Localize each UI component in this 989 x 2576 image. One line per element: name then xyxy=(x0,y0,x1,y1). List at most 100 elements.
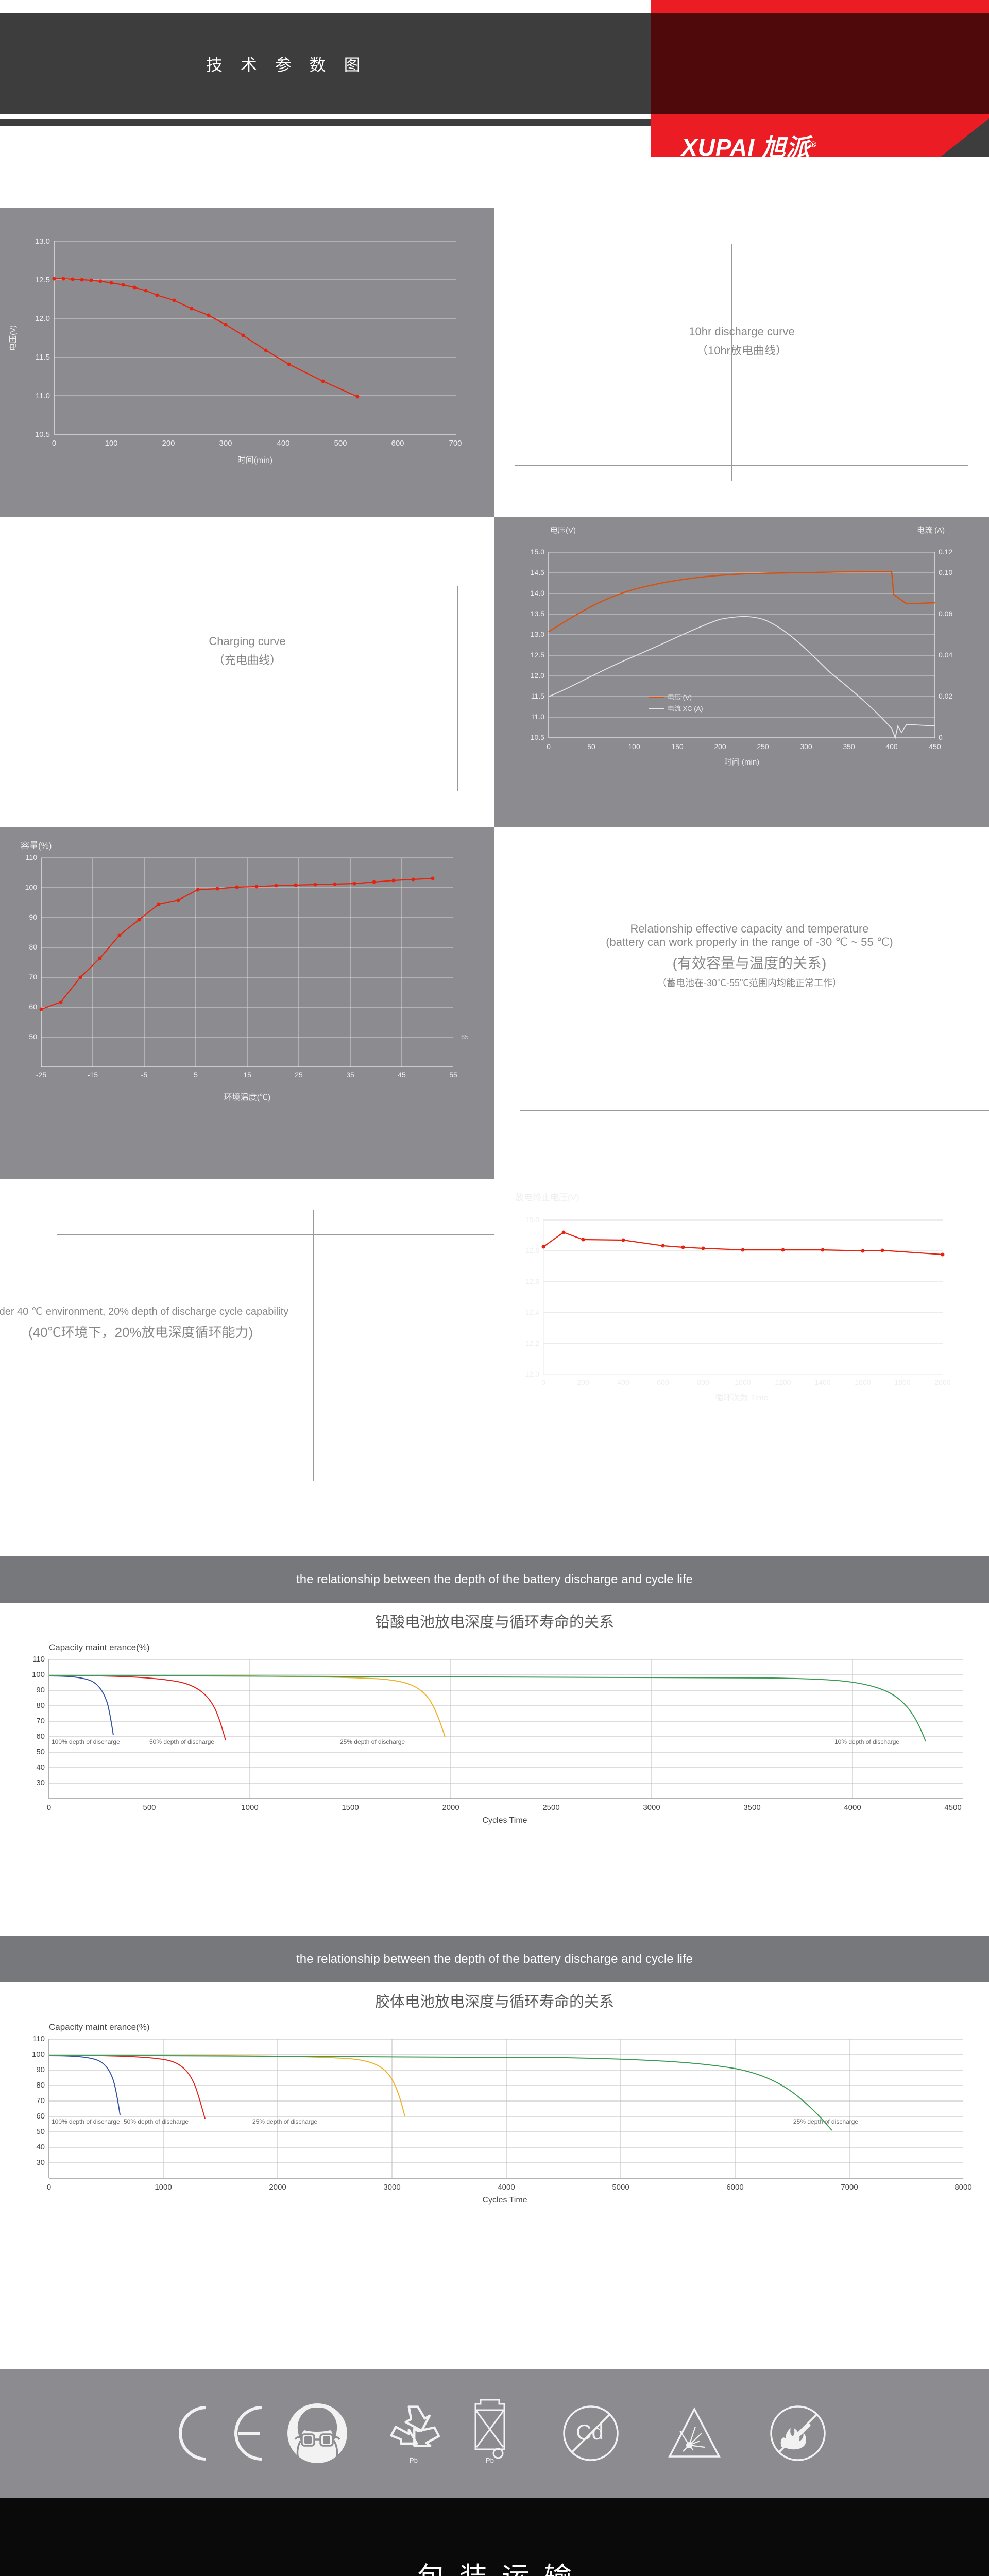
svg-text:60: 60 xyxy=(36,1732,45,1741)
svg-text:250: 250 xyxy=(757,742,769,751)
svg-text:12.0: 12.0 xyxy=(35,314,50,323)
svg-text:14.0: 14.0 xyxy=(531,589,544,597)
svg-text:电流 (A): 电流 (A) xyxy=(917,526,945,535)
svg-text:Cycles Time: Cycles Time xyxy=(482,2196,527,2205)
svg-text:4500: 4500 xyxy=(944,1803,961,1812)
svg-text:15.0: 15.0 xyxy=(525,1215,539,1224)
svg-text:0: 0 xyxy=(547,742,551,751)
svg-text:电压 (V): 电压 (V) xyxy=(668,693,692,701)
svg-text:1000: 1000 xyxy=(735,1378,751,1386)
svg-text:11.0: 11.0 xyxy=(36,392,50,400)
svg-text:14.5: 14.5 xyxy=(531,568,544,577)
svg-text:5: 5 xyxy=(194,1071,198,1079)
svg-text:100% depth of discharge: 100% depth of discharge xyxy=(52,2118,120,2125)
svg-text:1000: 1000 xyxy=(241,1803,258,1812)
svg-text:1200: 1200 xyxy=(775,1378,791,1386)
svg-text:0: 0 xyxy=(939,733,943,741)
svg-text:11.0: 11.0 xyxy=(531,713,544,721)
svg-text:100: 100 xyxy=(32,1670,45,1679)
svg-text:80: 80 xyxy=(29,943,37,951)
svg-text:110: 110 xyxy=(32,1655,45,1664)
svg-text:70: 70 xyxy=(36,2096,45,2105)
svg-text:-15: -15 xyxy=(88,1071,98,1079)
svg-text:25% depth of discharge: 25% depth of discharge xyxy=(340,1738,405,1745)
svg-text:4000: 4000 xyxy=(844,1803,861,1812)
svg-text:3500: 3500 xyxy=(743,1803,760,1812)
svg-text:时间(min): 时间(min) xyxy=(237,455,272,465)
svg-text:55: 55 xyxy=(449,1071,457,1079)
svg-text:Cycles Time: Cycles Time xyxy=(482,1816,527,1825)
svg-text:容量(%): 容量(%) xyxy=(21,841,52,851)
svg-text:350: 350 xyxy=(843,742,855,751)
svg-text:13.5: 13.5 xyxy=(531,609,544,618)
svg-text:0: 0 xyxy=(47,2183,51,2192)
svg-text:电流 XC (A): 电流 XC (A) xyxy=(668,705,703,713)
svg-text:25% depth of discharge: 25% depth of discharge xyxy=(252,2118,317,2125)
svg-text:12.8: 12.8 xyxy=(525,1246,539,1255)
svg-text:90: 90 xyxy=(36,1686,45,1694)
svg-text:6000: 6000 xyxy=(726,2183,743,2192)
svg-text:10.5: 10.5 xyxy=(35,430,50,439)
svg-text:300: 300 xyxy=(219,439,232,448)
svg-text:12.0: 12.0 xyxy=(525,1370,539,1378)
svg-text:8000: 8000 xyxy=(954,2183,971,2192)
svg-text:50: 50 xyxy=(36,1748,45,1756)
svg-text:600: 600 xyxy=(391,439,404,448)
svg-text:7000: 7000 xyxy=(841,2183,858,2192)
svg-text:50: 50 xyxy=(36,2127,45,2136)
svg-text:100: 100 xyxy=(25,883,38,891)
svg-text:60: 60 xyxy=(36,2112,45,2121)
svg-text:13.0: 13.0 xyxy=(35,237,50,246)
svg-text:65: 65 xyxy=(461,1033,468,1041)
svg-text:15: 15 xyxy=(243,1071,251,1079)
svg-text:10% depth of discharge: 10% depth of discharge xyxy=(834,1738,899,1745)
svg-text:环境温度(℃): 环境温度(℃) xyxy=(224,1092,271,1102)
svg-text:60: 60 xyxy=(29,1003,37,1011)
svg-text:0: 0 xyxy=(47,1803,51,1812)
svg-text:400: 400 xyxy=(885,742,898,751)
svg-text:500: 500 xyxy=(334,439,347,448)
svg-text:1400: 1400 xyxy=(814,1378,830,1386)
svg-text:70: 70 xyxy=(29,973,37,981)
svg-text:100: 100 xyxy=(105,439,117,448)
svg-text:15.0: 15.0 xyxy=(531,548,544,556)
svg-text:2500: 2500 xyxy=(542,1803,559,1812)
svg-text:3000: 3000 xyxy=(643,1803,660,1812)
svg-text:150: 150 xyxy=(671,742,684,751)
svg-text:12.5: 12.5 xyxy=(35,276,50,284)
svg-text:50% depth of discharge: 50% depth of discharge xyxy=(124,2118,189,2125)
svg-text:80: 80 xyxy=(36,1701,45,1710)
svg-text:200: 200 xyxy=(162,439,175,448)
svg-text:0.12: 0.12 xyxy=(939,548,952,556)
svg-text:1000: 1000 xyxy=(155,2183,172,2192)
svg-text:70: 70 xyxy=(36,1717,45,1725)
svg-text:110: 110 xyxy=(32,2035,45,2043)
svg-text:80: 80 xyxy=(36,2081,45,2090)
svg-text:40: 40 xyxy=(36,1763,45,1772)
svg-text:1500: 1500 xyxy=(342,1803,359,1812)
svg-text:11.5: 11.5 xyxy=(36,353,50,362)
svg-text:4000: 4000 xyxy=(498,2183,515,2192)
svg-text:50% depth of discharge: 50% depth of discharge xyxy=(149,1738,214,1745)
svg-text:0.02: 0.02 xyxy=(939,692,952,700)
svg-text:1600: 1600 xyxy=(855,1378,871,1386)
svg-text:12.0: 12.0 xyxy=(531,671,544,680)
svg-text:12.5: 12.5 xyxy=(531,651,544,659)
svg-text:400: 400 xyxy=(277,439,289,448)
svg-text:1800: 1800 xyxy=(894,1378,910,1386)
svg-text:50: 50 xyxy=(29,1032,37,1041)
svg-text:100: 100 xyxy=(628,742,640,751)
svg-text:0.10: 0.10 xyxy=(939,568,952,577)
svg-text:45: 45 xyxy=(398,1071,406,1079)
svg-text:30: 30 xyxy=(36,1778,45,1787)
svg-text:90: 90 xyxy=(36,2065,45,2074)
svg-text:2000: 2000 xyxy=(442,1803,459,1812)
svg-text:放电终止电压(V): 放电终止电压(V) xyxy=(515,1193,579,1202)
svg-text:2000: 2000 xyxy=(934,1378,950,1386)
svg-text:3000: 3000 xyxy=(383,2183,400,2192)
svg-text:12.2: 12.2 xyxy=(525,1339,539,1347)
svg-text:Pb: Pb xyxy=(410,2456,418,2464)
svg-text:100% depth of discharge: 100% depth of discharge xyxy=(52,1738,120,1745)
svg-text:50: 50 xyxy=(587,742,595,751)
svg-text:13.0: 13.0 xyxy=(531,630,544,638)
